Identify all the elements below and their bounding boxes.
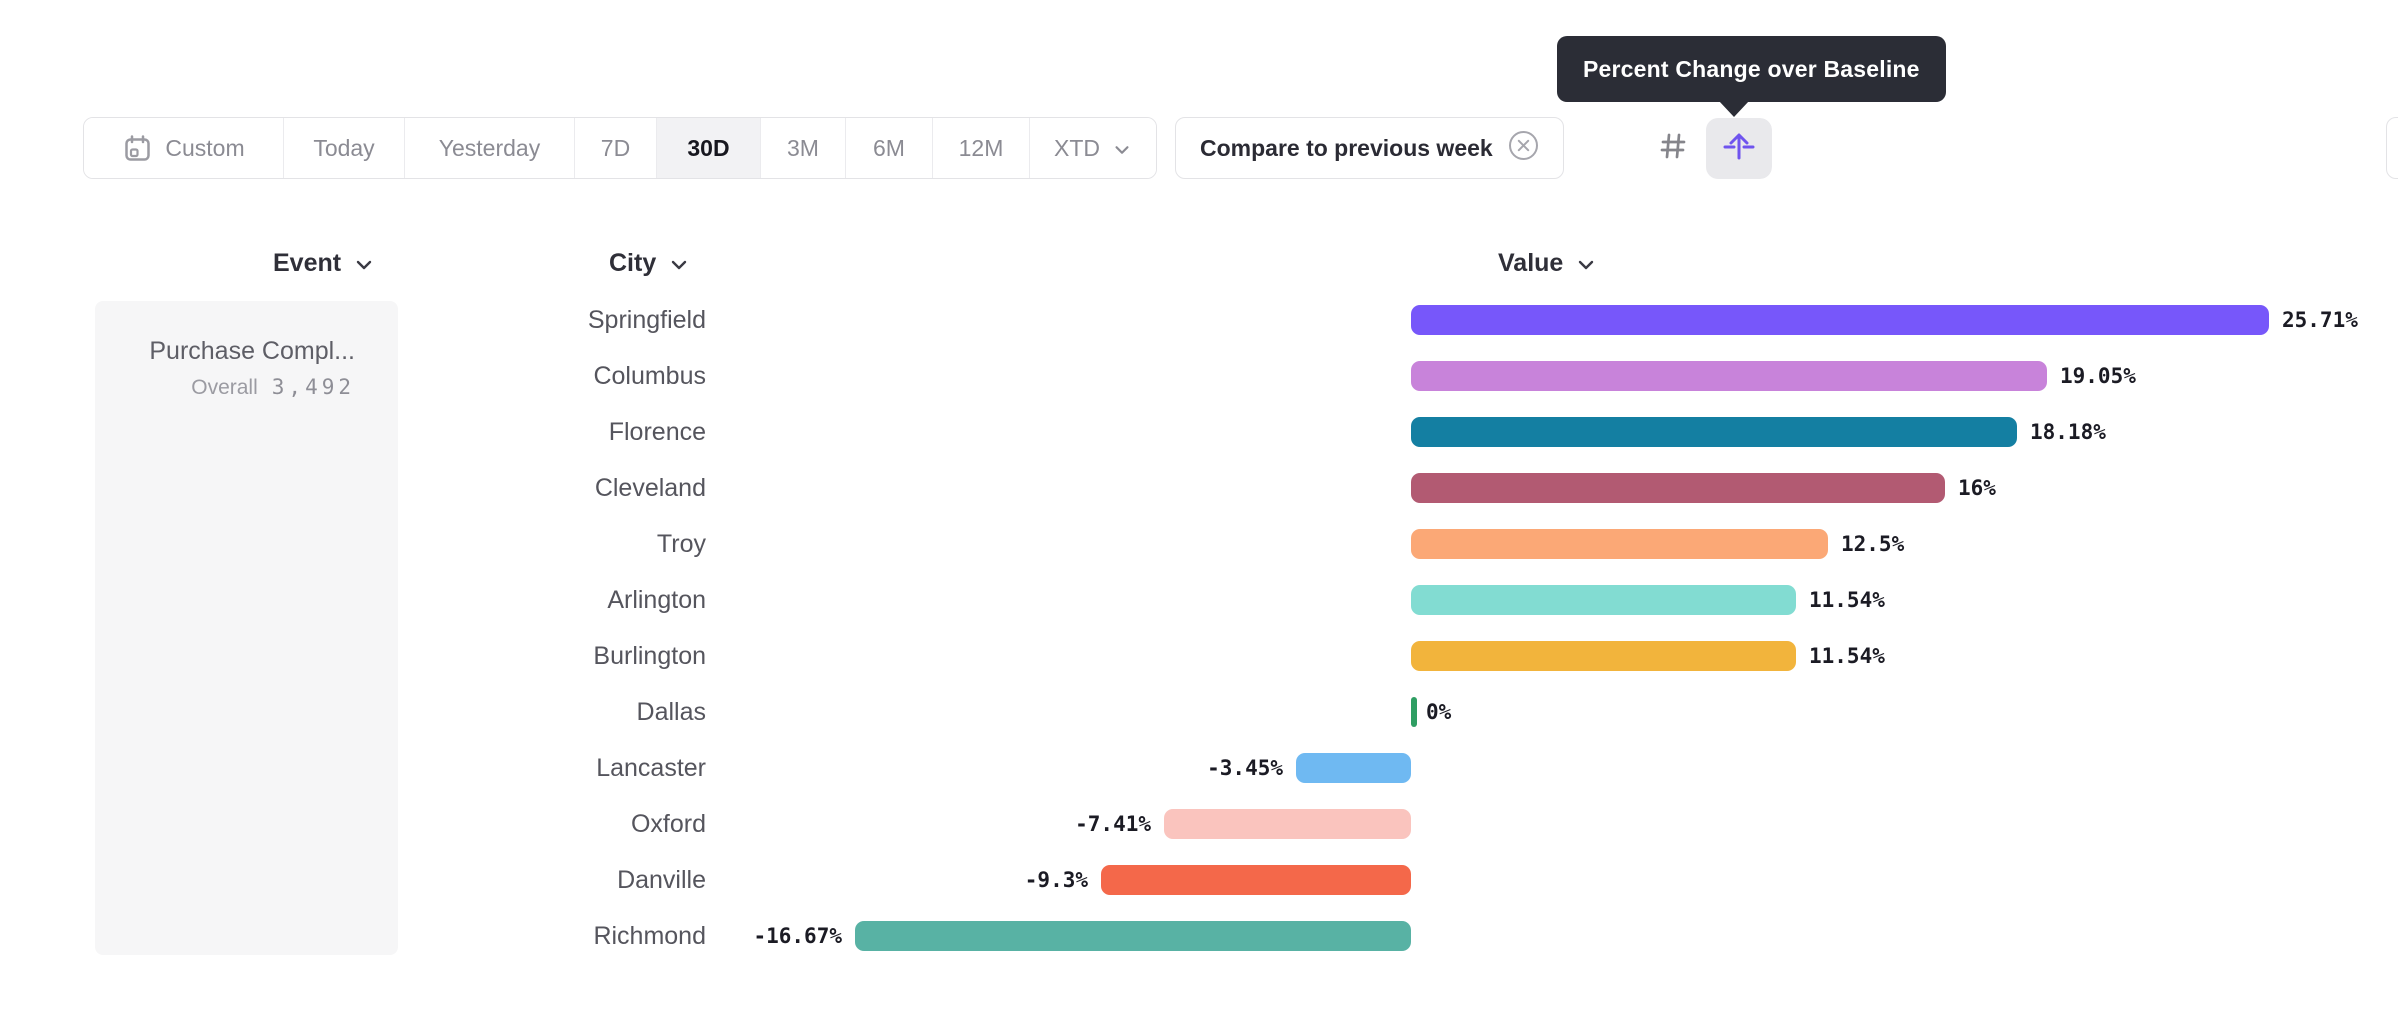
column-header-city-label: City xyxy=(609,249,657,277)
range-button-today[interactable]: Today xyxy=(284,118,405,178)
event-card[interactable]: Purchase Compl... Overall 3,492 xyxy=(95,301,398,955)
date-range-toolbar: Custom Today Yesterday 7D 30D 3M 6M 12M XTD xyxy=(83,117,1157,179)
column-header-event[interactable]: Event xyxy=(273,249,375,278)
chevron-down-icon xyxy=(1575,251,1597,276)
range-button-6m[interactable]: 6M xyxy=(846,118,933,178)
city-label-danville[interactable]: Danville xyxy=(617,866,706,894)
range-button-7d[interactable]: 7D xyxy=(575,118,657,178)
circle-x-icon[interactable] xyxy=(1508,130,1539,167)
bar-florence[interactable] xyxy=(1411,417,2017,447)
range-button-label: 30D xyxy=(687,134,730,161)
range-button-label: Today xyxy=(313,134,375,161)
chevron-down-icon xyxy=(668,251,690,276)
value-label-springfield: 25.71% xyxy=(2282,308,2358,332)
value-label-arlington: 11.54% xyxy=(1809,588,1885,612)
city-label-columbus[interactable]: Columbus xyxy=(593,362,706,390)
city-label-burlington[interactable]: Burlington xyxy=(593,642,706,670)
value-label-cleveland: 16% xyxy=(1958,476,1996,500)
toggle-option-percent-baseline[interactable] xyxy=(1706,118,1772,179)
chevron-down-icon xyxy=(1112,140,1132,160)
event-overall-row: Overall 3,492 xyxy=(115,373,355,402)
range-button-label: XTD xyxy=(1054,134,1100,161)
city-label-florence[interactable]: Florence xyxy=(608,418,706,446)
overall-value: 3,492 xyxy=(271,375,355,399)
percent-baseline-icon xyxy=(1721,128,1757,169)
bar-troy[interactable] xyxy=(1411,529,1828,559)
bar-springfield[interactable] xyxy=(1411,305,2269,335)
city-label-arlington[interactable]: Arlington xyxy=(607,586,706,614)
number-sign-icon xyxy=(1656,129,1690,168)
range-button-3m[interactable]: 3M xyxy=(761,118,846,178)
bar-lancaster[interactable] xyxy=(1296,753,1411,783)
tooltip: Percent Change over Baseline xyxy=(1557,36,1946,117)
column-header-city[interactable]: City xyxy=(609,249,690,278)
value-label-columbus: 19.05% xyxy=(2060,364,2136,388)
bar-danville[interactable] xyxy=(1101,865,1411,895)
city-label-troy[interactable]: Troy xyxy=(656,530,706,558)
calendar-icon xyxy=(122,133,153,164)
compare-chip[interactable]: Compare to previous week xyxy=(1175,117,1564,179)
bar-cleveland[interactable] xyxy=(1411,473,1945,503)
city-label-cleveland[interactable]: Cleveland xyxy=(594,474,706,502)
toggle-option-number[interactable] xyxy=(1640,118,1706,179)
range-button-30d[interactable]: 30D xyxy=(657,118,761,178)
bar-arlington[interactable] xyxy=(1411,585,1796,615)
range-button-label: 12M xyxy=(958,134,1004,161)
range-button-12m[interactable]: 12M xyxy=(933,118,1030,178)
value-label-richmond: -16.67% xyxy=(753,924,842,948)
bar-columbus[interactable] xyxy=(1411,361,2047,391)
event-name: Purchase Compl... xyxy=(149,337,355,365)
range-button-label: 6M xyxy=(873,134,905,161)
range-button-yesterday[interactable]: Yesterday xyxy=(405,118,575,178)
bar-burlington[interactable] xyxy=(1411,641,1796,671)
range-button-label: 3M xyxy=(787,134,819,161)
chevron-down-icon xyxy=(353,251,375,276)
value-display-toggle xyxy=(1640,118,1772,179)
value-label-danville: -9.3% xyxy=(1024,868,1088,892)
range-button-xtd[interactable]: XTD xyxy=(1030,118,1156,178)
bar-richmond[interactable] xyxy=(855,921,1411,951)
edge-clipped-button[interactable] xyxy=(2386,117,2398,179)
value-label-troy: 12.5% xyxy=(1841,532,1905,556)
value-label-florence: 18.18% xyxy=(2030,420,2106,444)
range-button-label: 7D xyxy=(600,134,631,161)
city-label-dallas[interactable]: Dallas xyxy=(636,698,706,726)
range-button-label: Custom xyxy=(165,134,245,161)
value-label-dallas: 0% xyxy=(1426,700,1452,724)
overall-label: Overall xyxy=(191,376,258,399)
value-label-lancaster: -3.45% xyxy=(1207,756,1283,780)
city-label-oxford[interactable]: Oxford xyxy=(630,810,706,838)
bar-oxford[interactable] xyxy=(1164,809,1411,839)
value-label-oxford: -7.41% xyxy=(1075,812,1151,836)
column-header-value[interactable]: Value xyxy=(1498,249,1597,278)
value-label-burlington: 11.54% xyxy=(1809,644,1885,668)
range-button-custom[interactable]: Custom xyxy=(84,118,284,178)
range-button-label: Yesterday xyxy=(438,134,541,161)
city-label-springfield[interactable]: Springfield xyxy=(587,306,706,334)
city-label-lancaster[interactable]: Lancaster xyxy=(596,754,706,782)
column-header-event-label: Event xyxy=(273,249,342,277)
bar-dallas[interactable] xyxy=(1411,697,1417,727)
column-header-value-label: Value xyxy=(1498,249,1564,277)
compare-chip-label: Compare to previous week xyxy=(1200,134,1493,161)
city-label-richmond[interactable]: Richmond xyxy=(593,922,706,950)
tooltip-tail xyxy=(1719,101,1749,117)
tooltip-text: Percent Change over Baseline xyxy=(1583,55,1920,82)
